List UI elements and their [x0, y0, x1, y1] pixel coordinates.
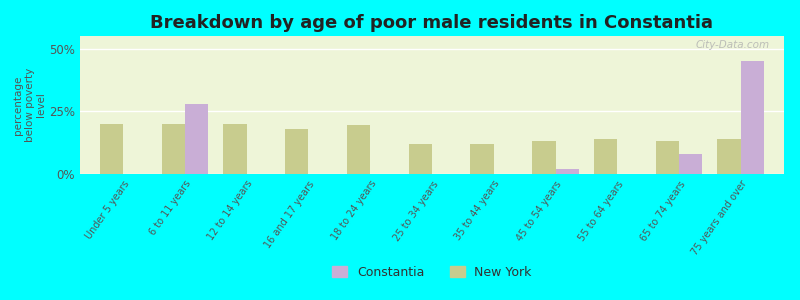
Bar: [679, 154, 702, 174]
Bar: [655, 141, 679, 174]
Y-axis label: percentage
below poverty
level: percentage below poverty level: [13, 68, 46, 142]
Bar: [285, 129, 309, 174]
Bar: [409, 144, 432, 174]
Text: City-Data.com: City-Data.com: [696, 40, 770, 50]
Bar: [532, 141, 555, 174]
Bar: [223, 124, 246, 174]
Bar: [470, 144, 494, 174]
Bar: [100, 124, 123, 174]
Bar: [555, 169, 579, 174]
Bar: [185, 104, 209, 174]
Bar: [594, 139, 618, 174]
Bar: [346, 125, 370, 174]
Bar: [741, 61, 764, 174]
Bar: [718, 139, 741, 174]
Bar: [162, 124, 185, 174]
Title: Breakdown by age of poor male residents in Constantia: Breakdown by age of poor male residents …: [150, 14, 714, 32]
Legend: Constantia, New York: Constantia, New York: [332, 266, 532, 279]
